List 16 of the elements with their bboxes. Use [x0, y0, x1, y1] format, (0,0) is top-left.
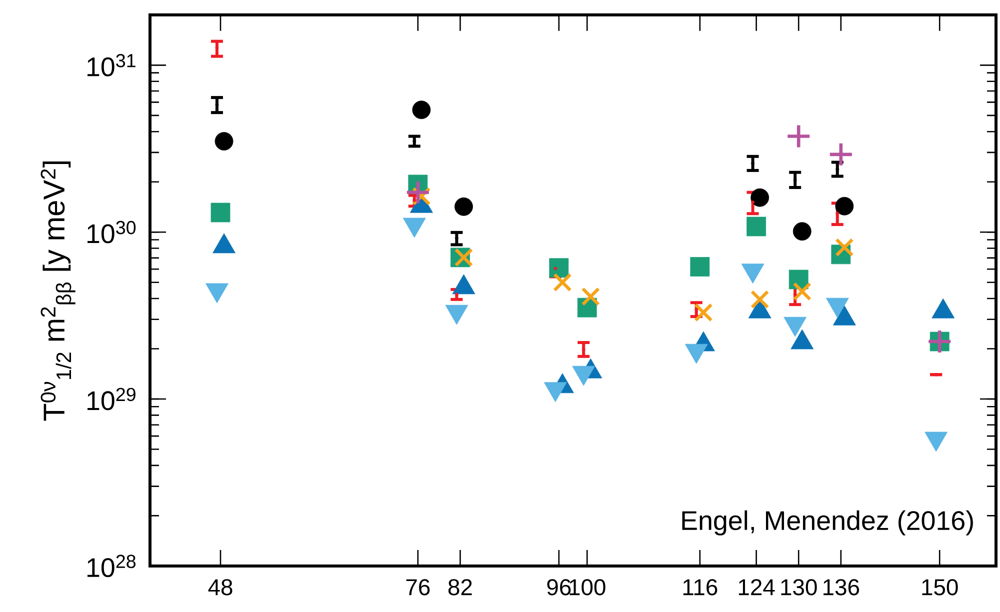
x-tick-label: 82	[448, 579, 472, 596]
x-tick-label: 76	[406, 579, 430, 596]
y-tick-label: 10$^{28}$	[88, 554, 136, 578]
x-tick-label: 96	[547, 579, 571, 596]
y-tick-label: 10$^{31}$	[88, 54, 136, 76]
x-tick-label: 116	[683, 579, 718, 596]
x-tick-label: 150	[922, 579, 958, 596]
y-tick-label: 10$^{29}$	[88, 388, 136, 410]
x-tick-label: 48	[208, 579, 232, 596]
text: T$^{0ν}$$_{1/2}$ m$^{2}$$_{ββ}$ [y meV$^{2}$]	[40, 162, 76, 421]
x-tick-label: 100	[570, 579, 606, 596]
x-tick-label: 124	[738, 579, 775, 596]
x-tick-label: 136	[824, 579, 860, 596]
x-tick-label: 130	[781, 579, 817, 596]
y-tick-label: 10$^{30}$	[88, 220, 136, 244]
annotation: Engel, Menendez (2016)	[682, 510, 973, 536]
